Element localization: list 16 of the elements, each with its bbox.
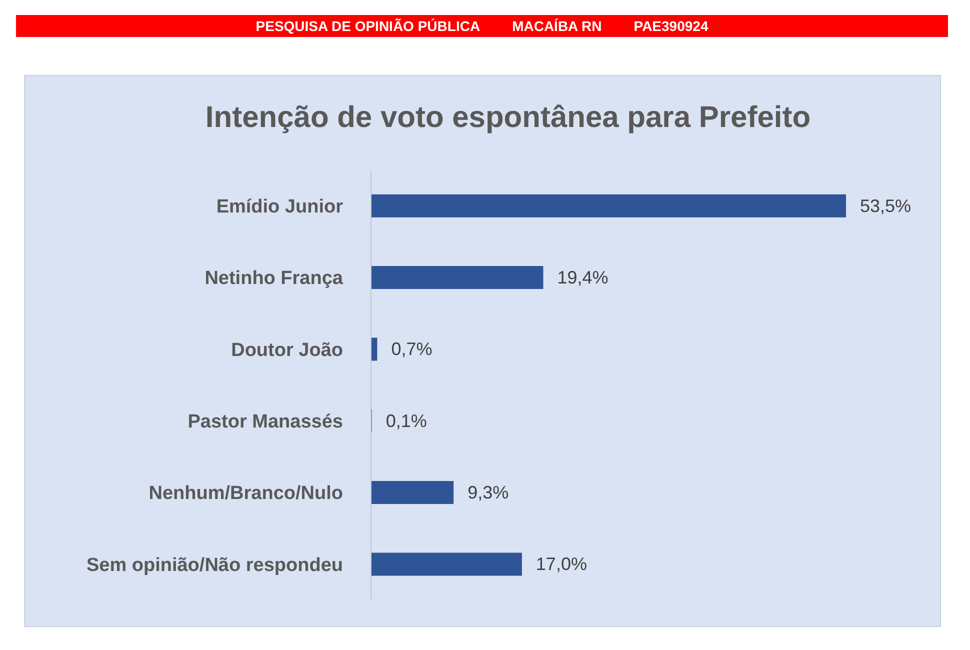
data-label: 0,7% <box>391 339 432 360</box>
data-label: 17,0% <box>536 554 587 574</box>
y-tick-label: Nenhum/Branco/Nulo <box>148 483 343 504</box>
text: PESQUISA DE OPINIÃO PÚBLICA <box>256 18 480 34</box>
text: PAE390924 <box>634 18 708 34</box>
y-tick-label: Emídio Junior <box>216 196 344 218</box>
data-label: 53,5% <box>860 196 912 216</box>
y-tick-label: Doutor João <box>231 340 343 361</box>
text: MACAÍBA RN <box>512 18 602 34</box>
chart-title: Intenção de voto espontânea para Prefeito <box>204 101 812 135</box>
y-tick-label: Sem opinião/Não respondeu <box>86 554 343 576</box>
y-tick-label: Pastor Manassés <box>188 412 343 433</box>
y-tick-label: Netinho França <box>204 268 344 290</box>
data-label: 9,3% <box>468 482 509 503</box>
data-label: 0,1% <box>386 410 427 431</box>
data-label: 19,4% <box>557 268 608 288</box>
